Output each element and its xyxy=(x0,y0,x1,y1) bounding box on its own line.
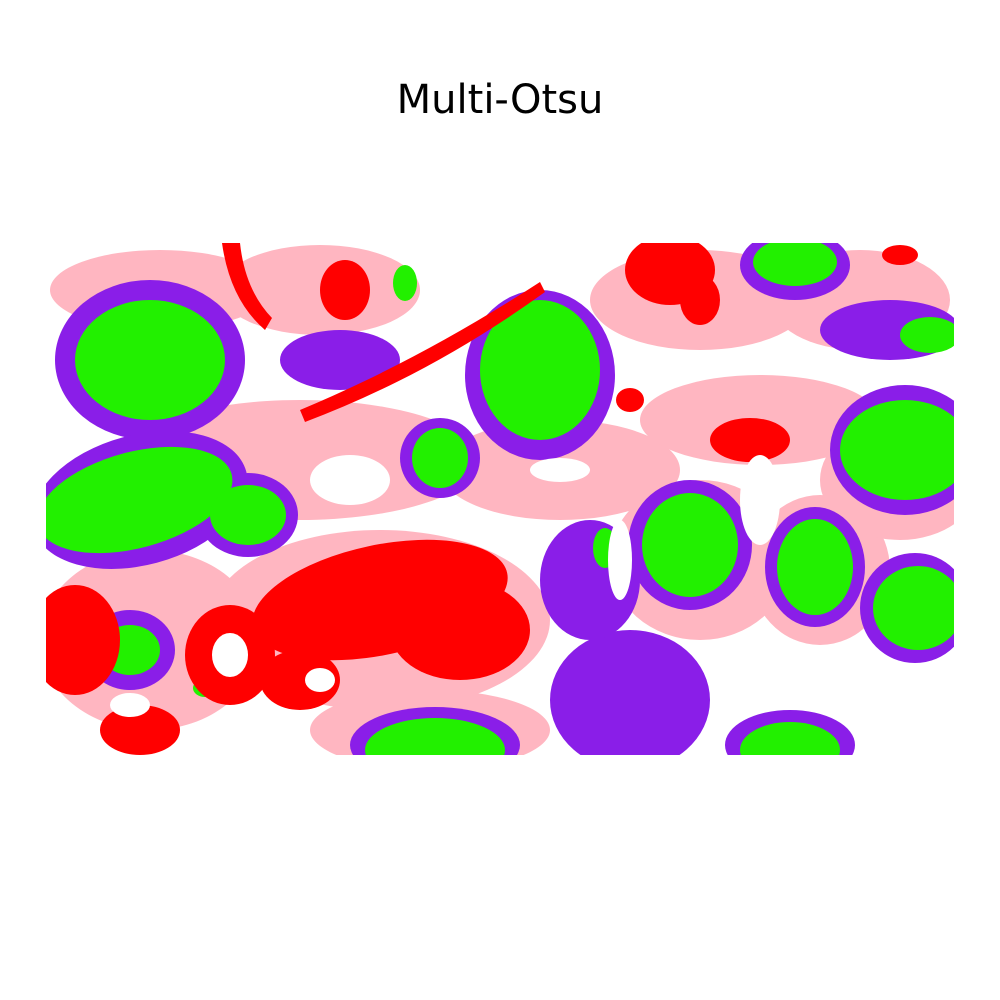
segmented-image xyxy=(46,243,954,755)
green-class xyxy=(46,243,954,755)
background-detail xyxy=(110,455,780,717)
figure-title: Multi-Otsu xyxy=(397,77,604,123)
